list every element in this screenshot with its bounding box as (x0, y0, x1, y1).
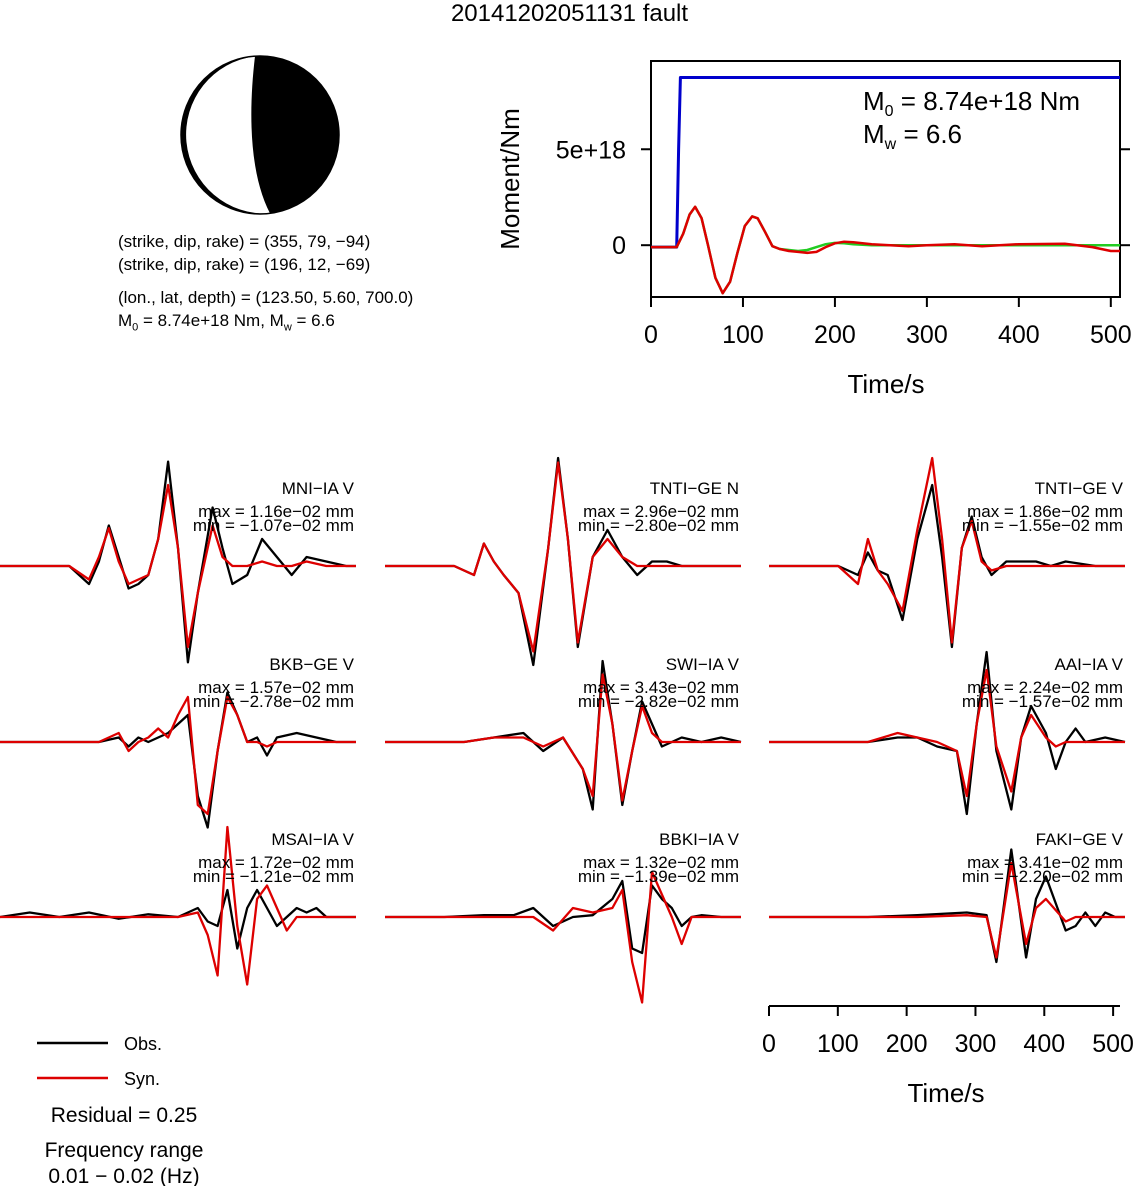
moment-xtick-label: 100 (722, 321, 764, 349)
moment-ytick-label: 0 (612, 232, 626, 260)
synthetic-trace (385, 870, 741, 1004)
station-max: max = 3.41e−02 mm (967, 853, 1123, 872)
station-max: max = 3.43e−02 mm (583, 678, 739, 697)
beachball-outline (180, 55, 340, 215)
observed-trace (0, 691, 356, 829)
moment-xtick-label: 0 (644, 321, 658, 349)
observed-trace (769, 848, 1125, 964)
station-max: max = 1.16e−02 mm (198, 502, 354, 521)
station-max: max = 2.24e−02 mm (967, 678, 1123, 697)
residual-text: Residual = 0.25 (51, 1104, 198, 1127)
station-min: min = −1.21e−02 mm (193, 867, 354, 886)
station-min: min = −1.07e−02 mm (193, 516, 354, 535)
moment-annot-m0: M0 = 8.74e+18 Nm (863, 86, 1080, 120)
moment-xtick-label: 200 (814, 321, 856, 349)
moment-xlabel: Time/s (847, 369, 924, 399)
moment-annot-mw: Mw = 6.6 (863, 119, 962, 153)
station-label: TNTI−GE N (650, 479, 739, 498)
waveform-xtick-label: 0 (762, 1030, 776, 1058)
station-max: max = 2.96e−02 mm (583, 502, 739, 521)
moment-xtick-label: 300 (906, 321, 948, 349)
frequency-label: Frequency range (45, 1139, 204, 1162)
station-min: min = −2.78e−02 mm (193, 692, 354, 711)
observed-trace (0, 888, 356, 950)
station-label: BBKI−IA V (659, 830, 740, 849)
station-label: MSAI−IA V (271, 830, 354, 849)
observed-trace (769, 650, 1126, 816)
station-label: BKB−GE V (269, 655, 354, 674)
moment-frame (650, 60, 1121, 298)
station-label: AAI−IA V (1054, 655, 1123, 674)
moment-source-red-line (651, 205, 1120, 295)
station-label: MNI−IA V (282, 479, 355, 498)
station-max: max = 1.72e−02 mm (198, 853, 354, 872)
legend-obs-label: Obs. (124, 1034, 162, 1054)
synthetic-trace (0, 825, 356, 986)
mechanism-plane1: (strike, dip, rake) = (355, 79, −94) (118, 232, 371, 251)
station-label: FAKI−GE V (1036, 830, 1124, 849)
synthetic-trace (385, 673, 741, 802)
station-max: max = 1.86e−02 mm (967, 502, 1123, 521)
waveform-xtick-label: 400 (1023, 1030, 1065, 1058)
station-label: TNTI−GE V (1035, 479, 1124, 498)
waveform-xlabel: Time/s (907, 1078, 984, 1108)
station-max: max = 1.57e−02 mm (198, 678, 354, 697)
station-min: min = −1.39e−02 mm (578, 867, 739, 886)
observed-trace (0, 460, 356, 664)
synthetic-trace (769, 456, 1125, 644)
station-min: min = −1.55e−02 mm (962, 516, 1123, 535)
waveform-xtick-label: 500 (1092, 1030, 1134, 1058)
moment-chart: 0 5e+18 0 100 200 300 400 500 M0 = 8.74e+18 Nm… (495, 60, 1132, 399)
moment-ylabel: Moment/Nm (495, 108, 525, 250)
synthetic-trace (769, 861, 1125, 959)
legend-syn-label: Syn. (124, 1069, 160, 1089)
station-min: min = −2.82e−02 mm (578, 692, 739, 711)
station-label: SWI−IA V (666, 655, 740, 674)
figure-title: 20141202051131 fault (450, 0, 689, 27)
station-min: min = −2.20e−02 mm (962, 867, 1123, 886)
synthetic-trace (0, 483, 356, 649)
moment-xtick-label: 400 (998, 321, 1040, 349)
frequency-value: 0.01 − 0.02 (Hz) (48, 1165, 199, 1186)
waveform-xtick-label: 200 (886, 1030, 928, 1058)
mechanism-location: (lon., lat, depth) = (123.50, 5.60, 700.… (118, 288, 414, 307)
station-max: max = 1.32e−02 mm (583, 853, 739, 872)
beachball (180, 55, 340, 215)
station-min: min = −2.80e−02 mm (578, 516, 739, 535)
moment-xtick-label: 500 (1090, 321, 1132, 349)
waveform-xtick-label: 100 (817, 1030, 859, 1058)
mechanism-moment: M0 = 8.74e+18 Nm, Mw = 6.6 (118, 311, 335, 334)
waveform-xtick-label: 300 (955, 1030, 997, 1058)
synthetic-trace (385, 461, 741, 653)
moment-ytick-label: 5e+18 (556, 136, 626, 164)
synthetic-trace (0, 695, 356, 816)
beachball-dilatation (186, 56, 270, 214)
synthetic-trace (769, 668, 1125, 798)
station-min: min = −1.57e−02 mm (962, 692, 1123, 711)
mechanism-plane2: (strike, dip, rake) = (196, 12, −69) (118, 255, 371, 274)
